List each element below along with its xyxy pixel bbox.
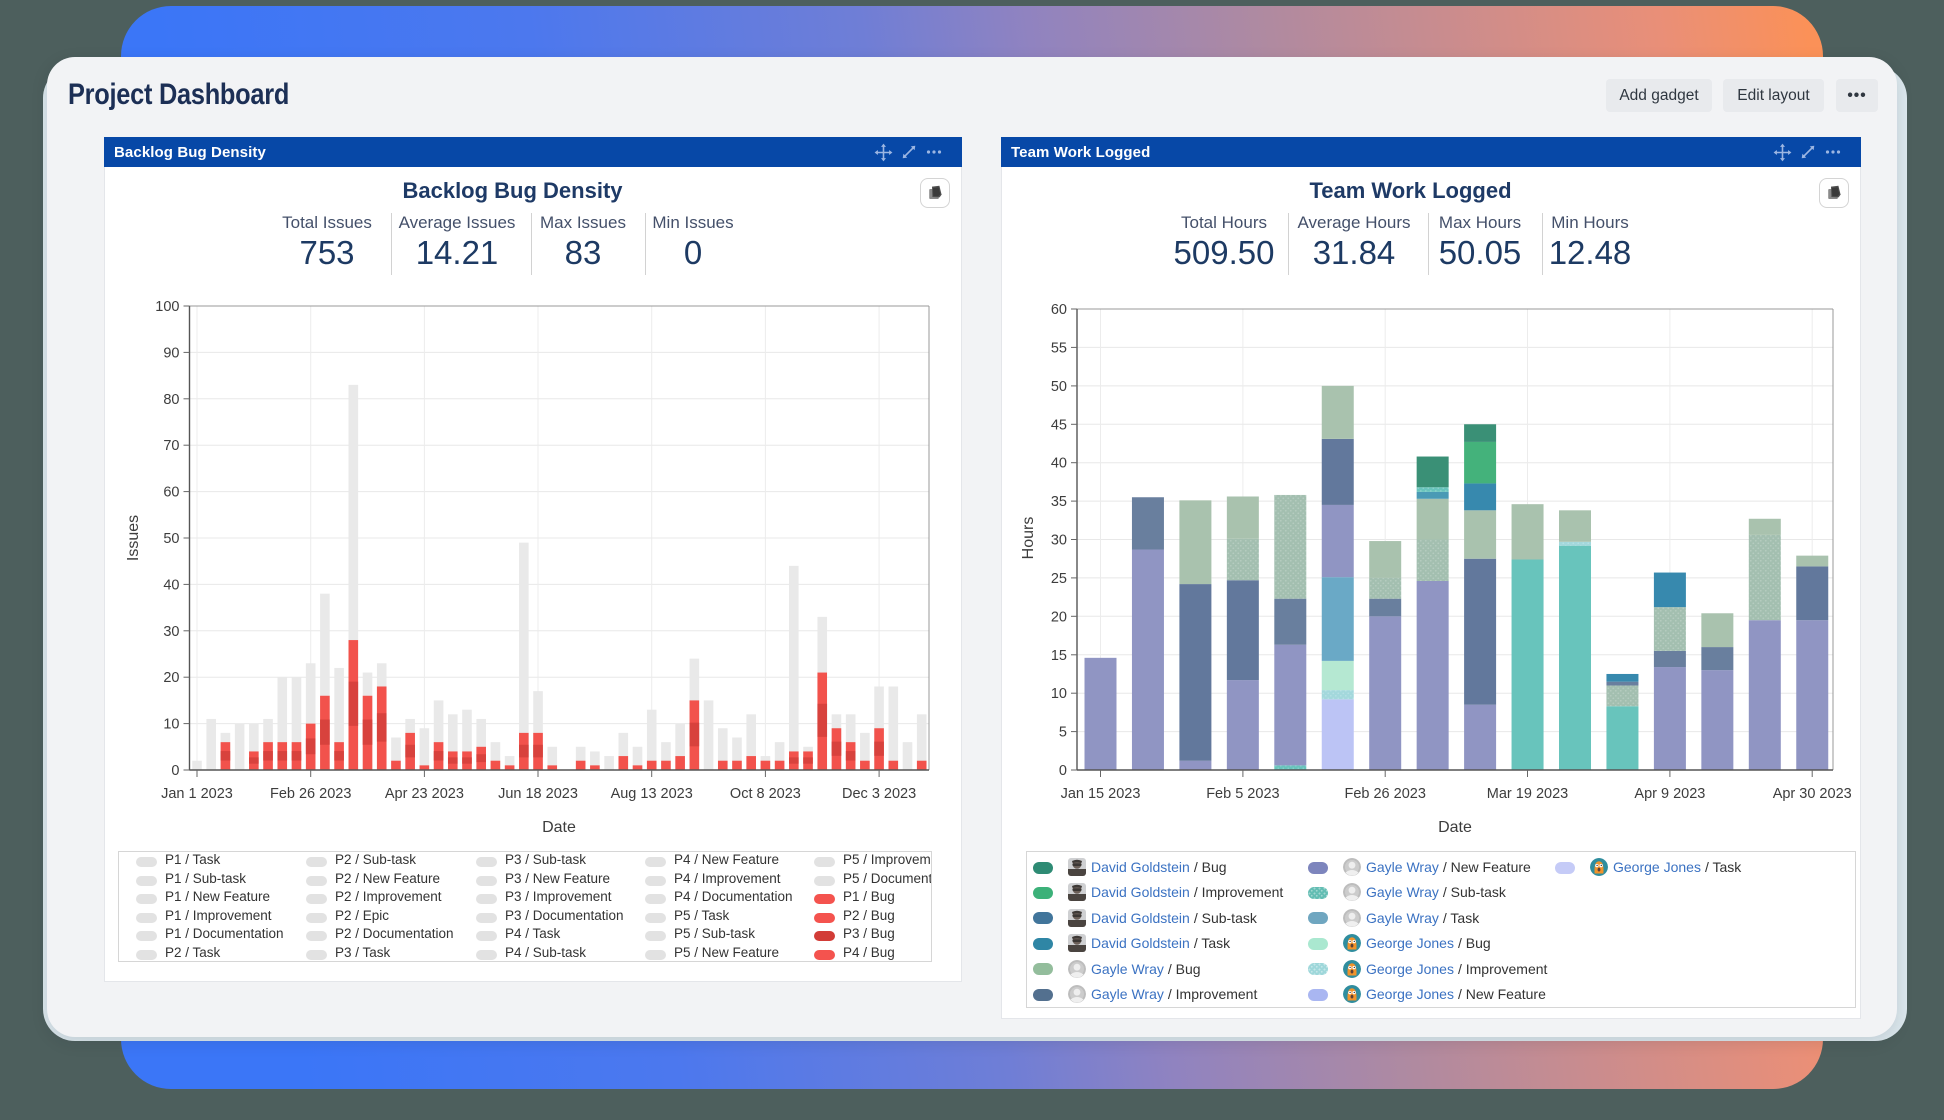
svg-text:5: 5 [1059,725,1067,741]
svg-text:15: 15 [1051,648,1067,664]
svg-text:30: 30 [1051,533,1067,549]
svg-text:10: 10 [1051,686,1067,702]
svg-text:Date: Date [1438,819,1472,836]
svg-text:80: 80 [163,392,179,408]
svg-text:Jan 15 2023: Jan 15 2023 [1061,786,1141,802]
svg-text:50: 50 [163,531,179,547]
svg-text:Apr 23 2023: Apr 23 2023 [385,786,464,802]
svg-text:Date: Date [542,819,576,836]
svg-text:55: 55 [1051,340,1067,356]
svg-text:0: 0 [171,763,179,779]
svg-text:Jun 18 2023: Jun 18 2023 [498,786,578,802]
svg-text:Oct 8 2023: Oct 8 2023 [730,786,801,802]
svg-text:Apr 30 2023: Apr 30 2023 [1773,786,1852,802]
svg-text:90: 90 [163,345,179,361]
svg-text:Feb 26 2023: Feb 26 2023 [1344,786,1425,802]
svg-text:100: 100 [155,299,179,315]
svg-text:70: 70 [163,438,179,454]
svg-text:35: 35 [1051,494,1067,510]
svg-text:20: 20 [1051,609,1067,625]
svg-text:Aug 13 2023: Aug 13 2023 [611,786,693,802]
svg-text:30: 30 [163,624,179,640]
svg-text:60: 60 [163,485,179,501]
svg-text:40: 40 [1051,456,1067,472]
svg-text:Hours: Hours [1020,517,1037,560]
svg-text:Jan 1 2023: Jan 1 2023 [161,786,233,802]
svg-text:Dec 3 2023: Dec 3 2023 [842,786,916,802]
svg-text:Feb 5 2023: Feb 5 2023 [1206,786,1279,802]
svg-text:Apr 9 2023: Apr 9 2023 [1634,786,1705,802]
svg-text:10: 10 [163,717,179,733]
svg-text:Feb 26 2023: Feb 26 2023 [270,786,351,802]
svg-text:Issues: Issues [125,515,142,561]
svg-text:40: 40 [163,577,179,593]
svg-text:0: 0 [1059,763,1067,779]
svg-text:60: 60 [1051,302,1067,318]
svg-text:Mar 19 2023: Mar 19 2023 [1487,786,1568,802]
svg-text:50: 50 [1051,379,1067,395]
svg-text:25: 25 [1051,571,1067,587]
svg-text:45: 45 [1051,417,1067,433]
svg-text:20: 20 [163,670,179,686]
